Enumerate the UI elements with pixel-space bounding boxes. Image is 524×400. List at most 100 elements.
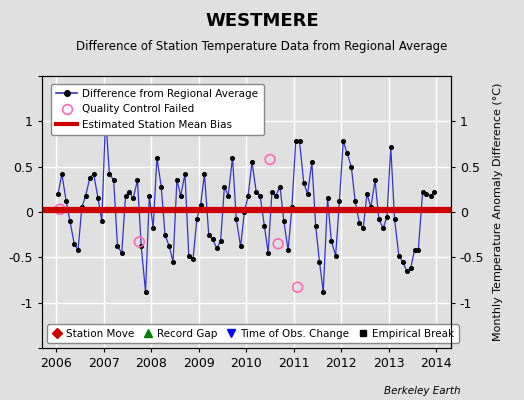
Point: [220, 184, 228, 190]
Point: [403, 268, 411, 274]
Point: [351, 198, 359, 204]
Point: [332, 252, 340, 259]
Legend: Station Move, Record Gap, Time of Obs. Change, Empirical Break: Station Move, Record Gap, Time of Obs. C…: [47, 324, 458, 343]
Point: [117, 250, 126, 256]
Point: [311, 222, 320, 229]
Point: [216, 238, 225, 244]
Point: [78, 204, 86, 211]
Point: [149, 225, 157, 232]
Point: [173, 177, 181, 184]
Point: [291, 138, 300, 144]
Point: [319, 288, 328, 295]
Point: [137, 243, 146, 250]
Text: Difference of Station Temperature Data from Regional Average: Difference of Station Temperature Data f…: [77, 40, 447, 53]
Point: [161, 232, 169, 238]
Point: [264, 250, 272, 256]
Point: [398, 259, 407, 265]
Point: [296, 138, 304, 144]
Point: [387, 144, 395, 150]
Point: [228, 154, 237, 161]
Point: [177, 192, 185, 199]
Point: [184, 252, 193, 259]
Point: [236, 243, 245, 250]
Point: [339, 138, 347, 144]
Point: [252, 189, 260, 195]
Point: [271, 192, 280, 199]
Point: [343, 150, 351, 156]
Point: [418, 189, 427, 195]
Text: WESTMERE: WESTMERE: [205, 12, 319, 30]
Point: [303, 191, 312, 197]
Point: [74, 247, 82, 253]
Point: [410, 247, 419, 253]
Point: [70, 240, 79, 247]
Point: [327, 238, 335, 244]
Point: [280, 218, 288, 224]
Point: [209, 236, 217, 242]
Point: [371, 177, 379, 184]
Point: [266, 156, 274, 163]
Point: [363, 191, 371, 197]
Point: [335, 198, 344, 204]
Point: [105, 171, 114, 177]
Point: [200, 171, 209, 177]
Point: [133, 177, 141, 184]
Point: [110, 177, 118, 184]
Point: [308, 159, 316, 165]
Point: [181, 171, 189, 177]
Point: [97, 218, 106, 224]
Point: [430, 189, 439, 195]
Point: [193, 216, 201, 222]
Y-axis label: Monthly Temperature Anomaly Difference (°C): Monthly Temperature Anomaly Difference (…: [493, 83, 503, 341]
Point: [90, 171, 98, 177]
Point: [81, 192, 90, 199]
Point: [141, 288, 150, 295]
Point: [395, 252, 403, 259]
Point: [407, 265, 415, 272]
Point: [169, 259, 177, 265]
Point: [367, 204, 375, 211]
Point: [189, 256, 197, 262]
Point: [276, 184, 284, 190]
Point: [274, 240, 282, 247]
Point: [300, 180, 308, 186]
Point: [284, 247, 292, 253]
Point: [102, 114, 110, 120]
Point: [379, 225, 387, 232]
Point: [129, 195, 137, 202]
Point: [157, 184, 166, 190]
Point: [58, 171, 66, 177]
Text: Berkeley Earth: Berkeley Earth: [385, 386, 461, 396]
Point: [390, 216, 399, 222]
Point: [204, 232, 213, 238]
Point: [213, 245, 221, 252]
Point: [66, 218, 74, 224]
Point: [125, 189, 134, 195]
Point: [260, 222, 268, 229]
Point: [315, 259, 324, 265]
Point: [422, 191, 431, 197]
Point: [383, 213, 391, 220]
Point: [165, 243, 173, 250]
Point: [355, 220, 364, 226]
Point: [94, 195, 102, 202]
Point: [122, 192, 130, 199]
Point: [62, 198, 70, 204]
Point: [288, 204, 296, 211]
Point: [135, 239, 144, 245]
Point: [414, 247, 422, 253]
Point: [347, 164, 355, 170]
Point: [196, 202, 205, 208]
Point: [323, 195, 332, 202]
Point: [359, 225, 367, 232]
Point: [54, 191, 62, 197]
Point: [113, 243, 122, 250]
Point: [293, 284, 302, 290]
Point: [224, 192, 233, 199]
Point: [375, 216, 383, 222]
Point: [86, 174, 94, 181]
Point: [427, 192, 435, 199]
Point: [56, 206, 64, 212]
Point: [268, 189, 276, 195]
Point: [240, 209, 248, 215]
